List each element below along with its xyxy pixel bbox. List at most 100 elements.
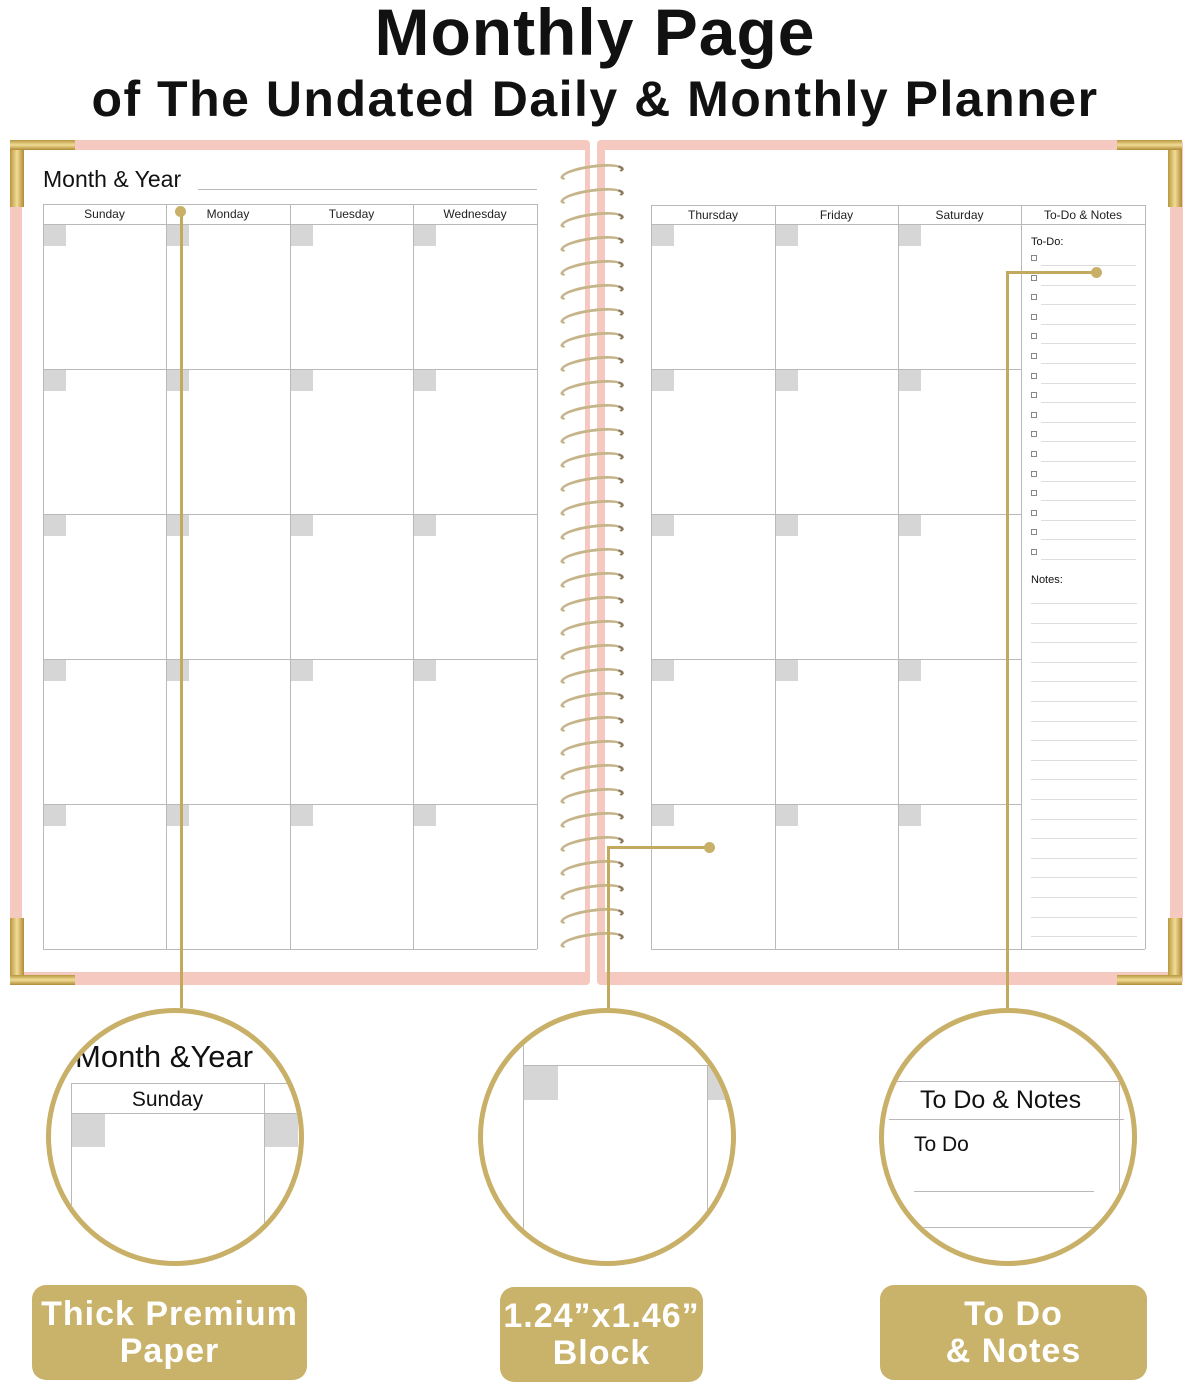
notes-line	[1031, 857, 1137, 859]
column-line	[537, 204, 538, 949]
checkbox	[1031, 353, 1037, 359]
date-box	[44, 805, 66, 826]
right-page	[605, 150, 1170, 972]
zoom-circle-block	[478, 1008, 736, 1266]
date-box	[776, 515, 798, 536]
notes-line	[1031, 701, 1137, 702]
zoom-line	[71, 1083, 299, 1084]
left-page	[22, 150, 585, 972]
date-box	[167, 805, 189, 826]
date-box	[708, 1066, 731, 1100]
date-box	[291, 660, 313, 681]
zoom-line	[914, 1227, 1114, 1228]
date-box	[291, 805, 313, 826]
gold-corner	[1117, 140, 1182, 150]
zoom-line	[1119, 1081, 1120, 1231]
checkbox	[1031, 274, 1037, 281]
month-year-label: Month & Year	[43, 166, 182, 192]
checkbox	[1031, 411, 1037, 418]
notes-line	[1031, 838, 1137, 840]
notes-line	[1031, 720, 1137, 722]
zoom-line	[71, 1113, 299, 1114]
todo-line	[1041, 304, 1136, 306]
column-line	[1145, 205, 1146, 949]
notes-line	[1031, 642, 1137, 644]
checkbox	[1031, 509, 1037, 516]
todo-line	[1041, 363, 1136, 364]
date-box	[167, 225, 189, 246]
callout-line	[180, 212, 183, 1008]
checkbox	[1031, 313, 1037, 320]
todo-line	[1041, 461, 1136, 462]
date-box	[44, 660, 66, 681]
notes-line	[1031, 779, 1137, 781]
badge-line: To Do	[964, 1294, 1063, 1333]
checkbox	[1031, 490, 1037, 497]
zoom-circle-todo: To Do & Notes To Do	[879, 1008, 1137, 1266]
badge-block-size: 1.24”x1.46” Block	[500, 1287, 703, 1382]
date-box	[414, 225, 436, 246]
date-box	[652, 225, 674, 246]
zoom-todo-label: To Do	[914, 1133, 969, 1156]
callout-dot	[175, 206, 186, 217]
date-box	[44, 370, 66, 391]
zoom-line	[264, 1083, 265, 1261]
day-header: Monday	[206, 207, 250, 221]
notes-line	[1031, 936, 1137, 938]
callout-line	[607, 846, 709, 849]
zoom-line	[707, 1065, 708, 1261]
page-title: Monthly Page	[374, 0, 816, 69]
column-line	[290, 204, 291, 949]
notes-label: Notes:	[1031, 574, 1063, 586]
column-line	[166, 204, 167, 949]
zoom-todo-notes-header: To Do & Notes	[920, 1086, 1082, 1114]
checkbox	[1031, 529, 1037, 536]
checkbox	[1031, 470, 1037, 477]
callout-dot	[1091, 267, 1102, 278]
gold-corner	[10, 142, 24, 207]
date-box	[652, 660, 674, 681]
column-line	[898, 205, 899, 949]
zoom-month-year: Month &Year	[75, 1039, 254, 1074]
notes-line	[1031, 740, 1137, 742]
checkbox	[1031, 549, 1037, 555]
row-line	[651, 224, 1145, 225]
notes-line	[1031, 877, 1137, 879]
gold-corner	[10, 140, 75, 150]
day-header: To-Do & Notes	[1043, 208, 1123, 222]
badge-line: 1.24”x1.46”	[503, 1296, 700, 1335]
row-line	[43, 804, 537, 805]
badge-line: Thick Premium	[41, 1294, 298, 1333]
badge-line: Block	[552, 1333, 651, 1372]
column-line	[413, 204, 414, 949]
row-line	[651, 804, 1021, 805]
zoom-line	[889, 1081, 1124, 1082]
callout-dot	[704, 842, 715, 853]
badge-line: Paper	[119, 1331, 220, 1370]
date-box	[72, 1114, 105, 1147]
date-box	[776, 225, 798, 246]
todo-line	[1041, 559, 1136, 560]
date-box	[414, 515, 436, 536]
date-box	[265, 1114, 298, 1147]
date-box	[167, 660, 189, 681]
notes-line	[1031, 818, 1137, 820]
gold-corner	[10, 975, 75, 985]
zoom-line	[914, 1191, 1094, 1192]
column-line	[651, 205, 652, 949]
column-line	[43, 204, 44, 949]
todo-line	[1041, 441, 1136, 443]
todo-line	[1041, 519, 1136, 521]
todo-line	[1041, 402, 1136, 404]
row-line	[43, 369, 537, 370]
zoom-line	[523, 1065, 713, 1066]
row-line	[651, 659, 1021, 660]
column-line	[775, 205, 776, 949]
day-header: Tuesday	[328, 207, 375, 221]
date-box	[291, 225, 313, 246]
todo-line	[1041, 421, 1136, 423]
gold-corner	[1117, 975, 1182, 985]
date-box	[899, 515, 921, 536]
gold-corner	[1168, 142, 1182, 207]
gold-corner	[10, 918, 24, 983]
